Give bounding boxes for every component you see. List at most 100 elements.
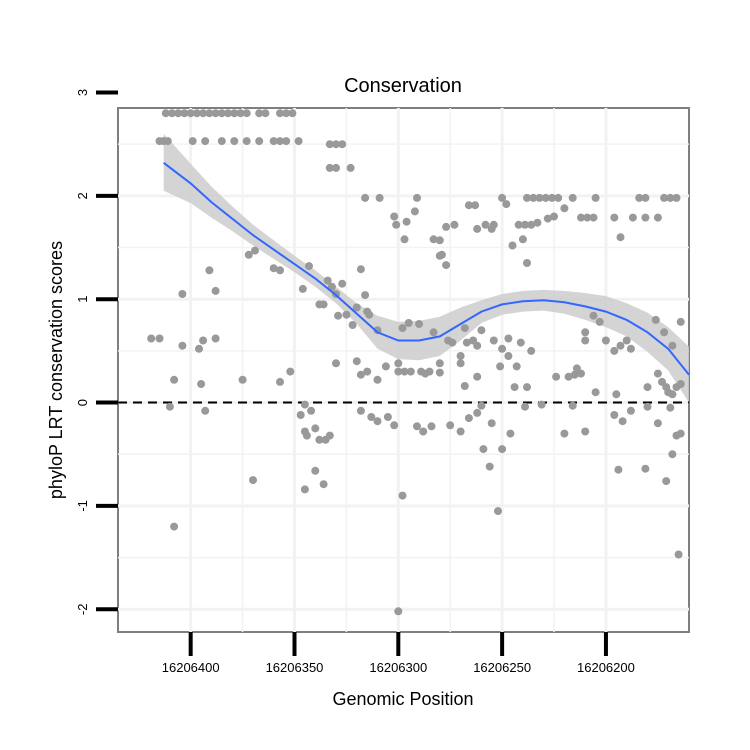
data-point (400, 235, 409, 244)
data-point (400, 367, 409, 376)
data-point (498, 344, 507, 353)
data-point (319, 480, 328, 489)
data-point (498, 445, 507, 454)
data-point (471, 201, 480, 210)
data-point (300, 427, 309, 436)
data-point (298, 284, 307, 293)
data-point (583, 213, 592, 222)
data-point (356, 265, 365, 274)
y-tick-label: -1 (75, 500, 90, 512)
data-point (242, 137, 251, 146)
data-point (236, 109, 245, 118)
x-tick-label: 16206250 (473, 660, 531, 675)
data-point (425, 367, 434, 376)
data-points (147, 109, 685, 616)
data-point (626, 406, 635, 415)
data-point (383, 413, 392, 421)
data-point (429, 235, 438, 244)
data-point (276, 266, 284, 275)
data-point (635, 193, 644, 202)
data-point (276, 109, 284, 118)
data-point (170, 375, 179, 384)
data-point (332, 163, 340, 172)
data-point (161, 109, 170, 118)
data-point (541, 193, 550, 202)
data-point (442, 222, 451, 231)
data-point (591, 193, 600, 202)
data-point (560, 429, 569, 438)
data-point (394, 359, 403, 368)
data-point (419, 427, 428, 436)
data-point (641, 213, 650, 222)
data-point (165, 402, 174, 411)
data-point (581, 427, 590, 436)
data-point (413, 193, 421, 202)
data-point (199, 109, 208, 118)
data-point (224, 109, 232, 118)
data-point (199, 336, 208, 345)
data-point (367, 413, 376, 421)
data-point (249, 476, 257, 485)
data-point (506, 429, 515, 438)
data-point (653, 369, 662, 378)
data-point (244, 250, 253, 259)
data-point (435, 251, 444, 260)
data-point (504, 334, 513, 343)
data-point (435, 236, 444, 245)
data-point (527, 220, 536, 229)
data-point (442, 261, 451, 270)
data-point (460, 324, 469, 333)
data-point (307, 406, 316, 415)
data-point (523, 193, 531, 202)
x-axis-ticks: 16206400 16206350 16206300 16206250 16206200 (162, 632, 635, 675)
data-point (473, 372, 482, 381)
data-point (415, 320, 424, 328)
data-point (456, 427, 465, 436)
data-point (294, 137, 303, 146)
data-point (448, 338, 457, 347)
data-point (548, 193, 556, 202)
data-point (352, 303, 361, 312)
data-point (269, 264, 278, 273)
data-point (338, 279, 347, 288)
data-point (242, 109, 251, 118)
data-point (319, 300, 328, 309)
data-point (672, 431, 681, 440)
data-point (535, 193, 544, 202)
data-point (282, 137, 291, 146)
confidence-band (163, 133, 689, 403)
data-point (197, 380, 206, 388)
data-point (211, 286, 220, 295)
x-tick-label: 16206300 (369, 660, 427, 675)
data-point (429, 328, 438, 337)
data-point (276, 137, 284, 146)
data-point (217, 109, 226, 118)
data-point (666, 193, 675, 202)
data-point (311, 466, 320, 475)
data-point (217, 137, 226, 146)
data-point (404, 319, 413, 327)
data-point (363, 367, 372, 376)
data-point (610, 411, 619, 419)
data-point (504, 352, 513, 360)
data-point (356, 370, 365, 379)
data-point (477, 401, 486, 410)
data-point (610, 213, 619, 222)
data-point (195, 344, 203, 353)
smooth-line (163, 162, 690, 376)
y-tick-label: 1 (75, 296, 90, 303)
data-point (192, 109, 201, 118)
y-tick-label: -2 (75, 604, 90, 616)
data-point (487, 419, 496, 428)
data-point (676, 317, 685, 326)
data-point (435, 359, 444, 368)
data-point (581, 328, 590, 337)
data-point (300, 485, 309, 494)
data-point (589, 213, 598, 222)
data-point (413, 422, 421, 431)
data-point (305, 262, 313, 271)
y-axis-label: phyloP LRT conservation scores (46, 241, 66, 499)
data-point (612, 390, 621, 399)
data-point (577, 213, 585, 222)
